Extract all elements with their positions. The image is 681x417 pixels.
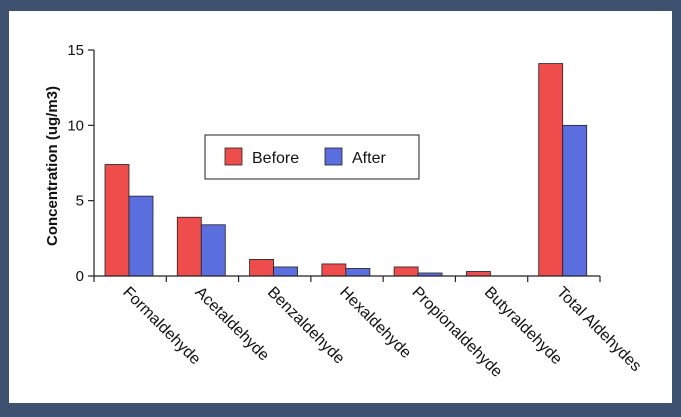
chart-frame: Concentration (ug/m3) 0 5 10 15 Formaldehyde… <box>9 11 672 403</box>
bar-before-total-aldehydes <box>538 63 564 277</box>
y-tick-label-10: 10 <box>67 117 84 134</box>
bar-after-formaldehyde <box>128 195 154 277</box>
axes-layer <box>88 49 601 282</box>
x-tick-label-total-aldehydes: Total Aldehydes <box>553 284 644 375</box>
x-tick-label-acetaldehyde: Acetaldehyde <box>192 284 273 365</box>
bar-before-formaldehyde <box>104 164 130 277</box>
x-tick-label-formaldehyde: Formaldehyde <box>119 284 203 368</box>
bar-before-butyraldehyde <box>466 271 491 277</box>
legend-label-after: After <box>352 150 386 167</box>
legend-label-before: Before <box>252 150 299 167</box>
bar-after-acetaldehyde <box>200 224 226 277</box>
bars-layer <box>104 63 588 277</box>
bar-before-hexaldehyde <box>321 263 347 277</box>
x-tick-label-hexaldehyde: Hexaldehyde <box>336 284 414 362</box>
y-tick-label-15: 15 <box>67 42 84 59</box>
y-axis-title-group: Concentration (ug/m3) <box>44 86 61 246</box>
bar-before-acetaldehyde <box>176 216 202 277</box>
bar-chart: Concentration (ug/m3) 0 5 10 15 Formaldehyde… <box>44 42 644 381</box>
y-axis-title: Concentration (ug/m3) <box>44 86 61 246</box>
x-tick-label-benzaldehyde: Benzaldehyde <box>264 284 348 368</box>
legend: Before After <box>204 134 420 180</box>
bar-before-propionaldehyde <box>393 266 419 277</box>
bar-after-hexaldehyde <box>345 268 371 277</box>
y-tick-label-0: 0 <box>76 268 84 285</box>
bar-after-total-aldehydes <box>562 124 588 277</box>
legend-swatch-after <box>324 147 343 166</box>
y-tick-label-5: 5 <box>76 193 84 210</box>
legend-swatch-before <box>224 147 243 166</box>
bar-after-benzaldehyde <box>273 266 298 277</box>
bar-before-benzaldehyde <box>249 259 274 277</box>
